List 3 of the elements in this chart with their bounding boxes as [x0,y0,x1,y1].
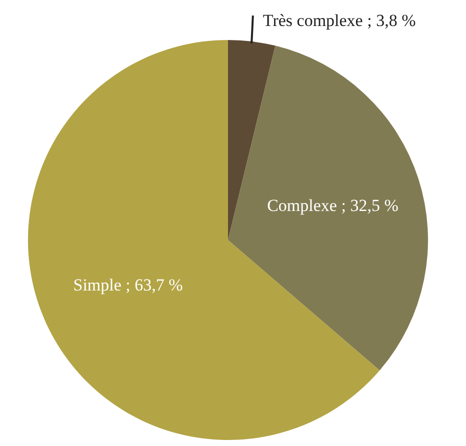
slice-label: Complexe ; 32,5 % [267,196,398,215]
slice-label: Simple ; 63,7 % [73,275,183,294]
slice-label: Très complexe ; 3,8 % [262,11,416,30]
